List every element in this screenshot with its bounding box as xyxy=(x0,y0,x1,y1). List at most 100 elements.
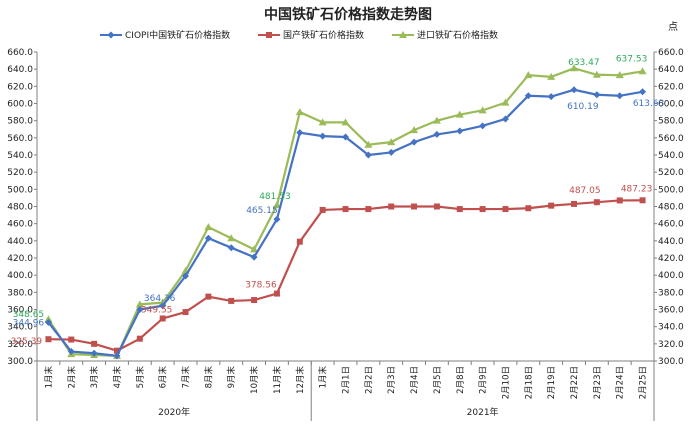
axes: 300.0 300.0 320.0 320.0 340.0 340.0 360.0 360.0… xyxy=(7,48,684,421)
data-point-triangle xyxy=(524,71,533,79)
y-tick-label-left: 480.0 xyxy=(7,203,33,213)
data-point-diamond xyxy=(159,302,167,310)
data-point-square xyxy=(571,200,578,207)
data-point-triangle xyxy=(478,106,487,114)
y-tick-label-right: 340.0 xyxy=(658,323,684,333)
y-tick-label-left: 460.0 xyxy=(7,220,33,230)
x-category-label: 2月19日 xyxy=(547,366,557,399)
data-point-square xyxy=(319,206,326,213)
y-tick-label-left: 560.0 xyxy=(7,134,33,144)
x-category-label: 2月23日 xyxy=(593,366,603,399)
data-label: 348.65 xyxy=(13,310,45,320)
legend-item: 进口铁矿石价格指数 xyxy=(392,29,498,41)
data-point-triangle xyxy=(204,223,213,231)
data-label: 487.23 xyxy=(621,184,653,194)
group-label: 2020年 xyxy=(158,406,190,418)
data-point-square xyxy=(502,206,509,213)
data-point-square xyxy=(639,197,646,204)
data-label: 465.15 xyxy=(246,206,278,216)
y-tick-label-left: 340.0 xyxy=(7,323,33,333)
x-category-label: 10月末 xyxy=(249,366,260,394)
data-point-square xyxy=(68,336,75,343)
data-point-triangle xyxy=(432,116,441,124)
data-point-triangle xyxy=(135,300,144,308)
data-point-square xyxy=(296,238,303,245)
x-category-label: 12月末 xyxy=(295,366,306,394)
data-point-triangle xyxy=(638,67,647,75)
data-label: 364.36 xyxy=(144,294,176,304)
right-axis-unit: 点 xyxy=(668,21,678,33)
data-point-triangle xyxy=(364,140,373,148)
data-point-diamond xyxy=(364,151,372,159)
data-point-triangle xyxy=(295,108,304,116)
data-point-square xyxy=(136,335,143,342)
x-category-label: 2月末 xyxy=(66,366,77,389)
x-category-label: 2月25日 xyxy=(639,366,649,399)
group-label: 2021年 xyxy=(467,406,499,418)
data-point-diamond xyxy=(227,244,235,252)
legend-label: CIOPI中国铁矿石价格指数 xyxy=(125,29,230,41)
data-label: 487.05 xyxy=(569,186,601,196)
data-label: 613.63 xyxy=(633,99,665,109)
y-tick-label-right: 460.0 xyxy=(658,220,684,230)
series-line xyxy=(47,88,643,358)
x-category-label: 2月9日 xyxy=(479,366,489,394)
y-tick-label-right: 400.0 xyxy=(658,271,684,281)
data-point-square xyxy=(91,340,98,347)
data-point-diamond xyxy=(501,115,509,123)
data-point-triangle xyxy=(592,70,601,78)
x-category-label: 2月2日 xyxy=(364,366,374,394)
data-point-diamond xyxy=(456,127,464,135)
data-point-square xyxy=(433,203,440,210)
y-tick-label-right: 420.0 xyxy=(658,254,684,264)
y-tick-label-left: 520.0 xyxy=(7,168,33,178)
y-tick-label-left: 300.0 xyxy=(7,357,33,367)
data-point-square xyxy=(266,32,272,38)
data-point-diamond xyxy=(342,133,349,141)
y-tick-label-right: 500.0 xyxy=(658,185,684,195)
y-tick-label-right: 520.0 xyxy=(658,168,684,178)
y-tick-label-left: 320.0 xyxy=(7,340,33,350)
data-point-triangle xyxy=(570,64,579,72)
x-category-label: 9月末 xyxy=(226,366,237,389)
y-tick-label-left: 420.0 xyxy=(7,254,33,264)
data-label: 637.53 xyxy=(616,54,648,64)
x-category-label: 4月末 xyxy=(112,366,123,389)
x-category-label: 3月末 xyxy=(89,366,100,389)
data-point-diamond xyxy=(107,31,115,39)
data-point-diamond xyxy=(479,122,487,130)
y-tick-label-left: 440.0 xyxy=(7,237,33,247)
series-line xyxy=(48,199,643,352)
data-point-triangle xyxy=(615,71,624,79)
y-tick-label-left: 500.0 xyxy=(7,185,33,195)
x-category-label: 2月1日 xyxy=(342,366,352,394)
y-tick-label-left: 360.0 xyxy=(7,306,33,316)
data-point-triangle xyxy=(227,234,236,242)
data-point-square xyxy=(525,205,532,212)
data-point-triangle xyxy=(547,72,556,80)
legend: CIOPI中国铁矿石价格指数 国产铁矿石价格指数 进口铁矿石价格指数 xyxy=(100,29,498,41)
legend-label: 进口铁矿石价格指数 xyxy=(417,29,498,41)
y-tick-label-right: 600.0 xyxy=(658,100,684,110)
y-tick-label-left: 540.0 xyxy=(7,151,33,161)
x-category-label: 2月18日 xyxy=(524,366,534,399)
data-label: 344.96 xyxy=(13,318,45,328)
y-tick-label-right: 540.0 xyxy=(658,151,684,161)
data-label: 349.55 xyxy=(141,305,173,315)
data-point-diamond xyxy=(593,91,601,99)
data-point-square xyxy=(388,203,395,210)
x-category-label: 2月3日 xyxy=(387,366,397,394)
data-point-square xyxy=(45,336,52,343)
y-tick-label-left: 380.0 xyxy=(7,288,33,298)
legend-item: CIOPI中国铁矿石价格指数 xyxy=(100,29,230,41)
x-category-label: 1月末 xyxy=(43,366,54,389)
data-point-square xyxy=(548,202,555,209)
data-point-square xyxy=(616,197,623,204)
data-point-diamond xyxy=(113,352,121,360)
data-point-diamond xyxy=(639,88,647,96)
data-point-diamond xyxy=(570,86,578,94)
data-point-square xyxy=(228,297,235,304)
data-label: 481.53 xyxy=(259,192,291,202)
legend-item: 国产铁矿石价格指数 xyxy=(258,29,364,41)
